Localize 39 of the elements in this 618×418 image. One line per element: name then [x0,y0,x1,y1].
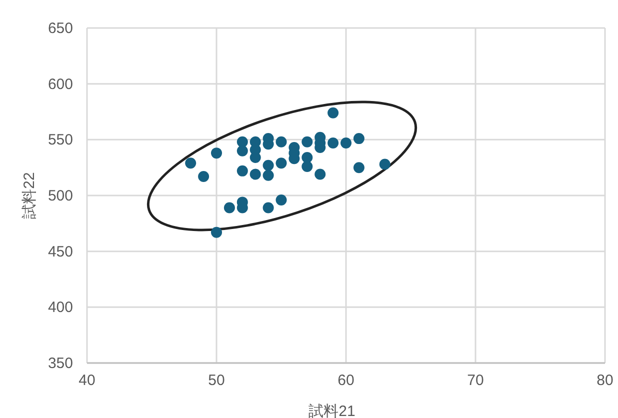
y-tick-label: 450 [48,243,73,260]
point [262,170,274,181]
point [211,226,222,238]
x-tick-label: 50 [208,372,225,389]
point [276,194,287,206]
point [353,162,364,174]
point [224,202,235,214]
point [250,152,261,164]
point [276,158,287,169]
y-tick-label: 550 [48,132,73,149]
y-tick-label: 600 [48,76,73,93]
point [302,160,313,172]
point [185,158,196,169]
y-tick-label: 500 [48,188,73,204]
x-tick-label: 40 [78,372,96,389]
y-tick-label: 400 [48,299,73,316]
point [328,138,339,149]
y-tick-label: 650 [48,20,73,37]
point [276,136,287,148]
point [340,138,352,149]
point [379,158,390,170]
point [353,133,364,144]
x-tick-label: 80 [596,372,614,389]
point [236,165,248,176]
y-axis-title: 試料22 [21,172,38,219]
point [302,136,313,148]
point [328,107,339,118]
y-tick-label: 350 [48,355,73,372]
x-tick-label: 70 [467,372,484,389]
point [250,168,261,180]
point [302,152,313,164]
x-axis-title: 試料21 [308,403,356,418]
point [236,145,248,156]
x-tick-label: 60 [338,372,354,389]
point [314,168,326,180]
point [211,148,222,159]
point [262,160,274,171]
point [262,202,274,214]
point [198,171,210,182]
